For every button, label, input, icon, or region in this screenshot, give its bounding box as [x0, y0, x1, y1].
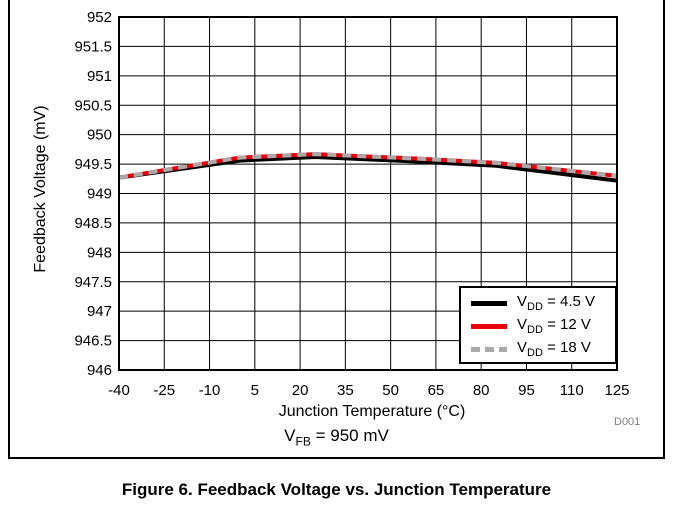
y-tick-label: 947.5	[74, 274, 112, 291]
plot-area-border	[118, 16, 618, 371]
legend-label: VDD = 12 V	[517, 316, 591, 336]
y-tick-label: 952	[87, 9, 112, 26]
x-tick-label: 65	[428, 382, 445, 399]
x-tick-label: -25	[153, 382, 175, 399]
x-tick-labels: -40 -25 -10 5 20 35 50 65 80 95 110 125	[108, 382, 629, 399]
x-tick-label: 35	[337, 382, 354, 399]
y-tick-label: 951	[87, 68, 112, 85]
y-tick-label: 948	[87, 244, 112, 261]
feedback-voltage-chart: 946 946.5 947 947.5 948 948.5 949 949.5 950 950.5…	[32, 9, 630, 420]
y-tick-label: 946	[87, 362, 112, 379]
series-line-1	[118, 155, 618, 183]
legend-item: VDD = 4.5 V	[461, 293, 617, 314]
series-lines	[118, 152, 618, 183]
legend-swatch-4v5	[471, 301, 507, 306]
y-tick-label: 950	[87, 127, 112, 144]
frame-bottom-border	[8, 457, 665, 459]
legend-swatch-12v	[471, 324, 507, 329]
test-condition: VFB = 950 mV	[284, 426, 389, 449]
y-tick-label: 949	[87, 186, 112, 203]
x-tick-label: 50	[382, 382, 399, 399]
y-tick-labels: 946 946.5 947 947.5 948 948.5 949 949.5 950 950.5…	[74, 9, 112, 379]
legend-item: VDD = 18 V	[461, 339, 617, 360]
figure-caption: Figure 6. Feedback Voltage vs. Junction …	[121, 480, 552, 499]
frame-right-border	[663, 0, 665, 458]
legend-swatch-18v	[471, 347, 507, 352]
plot-border	[118, 16, 618, 371]
x-tick-label: 5	[251, 382, 259, 399]
legend-label: VDD = 18 V	[517, 339, 591, 359]
y-tick-label: 947	[87, 303, 112, 320]
y-tick-label: 948.5	[74, 215, 112, 232]
y-tick-label: 950.5	[74, 97, 112, 114]
legend-label: VDD = 4.5 V	[517, 293, 596, 313]
x-tick-label: 125	[604, 382, 629, 399]
x-tick-label: 110	[560, 382, 584, 399]
x-tick-label: 95	[518, 382, 535, 399]
series-line-2	[118, 152, 618, 180]
frame-left-border	[8, 0, 10, 458]
x-tick-label: -10	[199, 382, 221, 399]
figure-code: D001	[614, 416, 641, 428]
y-tick-label: 951.5	[74, 38, 112, 55]
x-tick-label: 80	[473, 382, 490, 399]
legend-item: VDD = 12 V	[461, 316, 617, 337]
x-axis-label: Junction Temperature (°C)	[279, 403, 466, 420]
y-axis-label: Feedback Voltage (mV)	[32, 105, 49, 272]
y-tick-label: 949.5	[74, 156, 112, 173]
x-tick-label: -40	[108, 382, 130, 399]
y-tick-label: 946.5	[74, 333, 112, 350]
legend: VDD = 4.5 V VDD = 12 V VDD = 18 V	[459, 286, 617, 364]
x-tick-label: 20	[292, 382, 309, 399]
